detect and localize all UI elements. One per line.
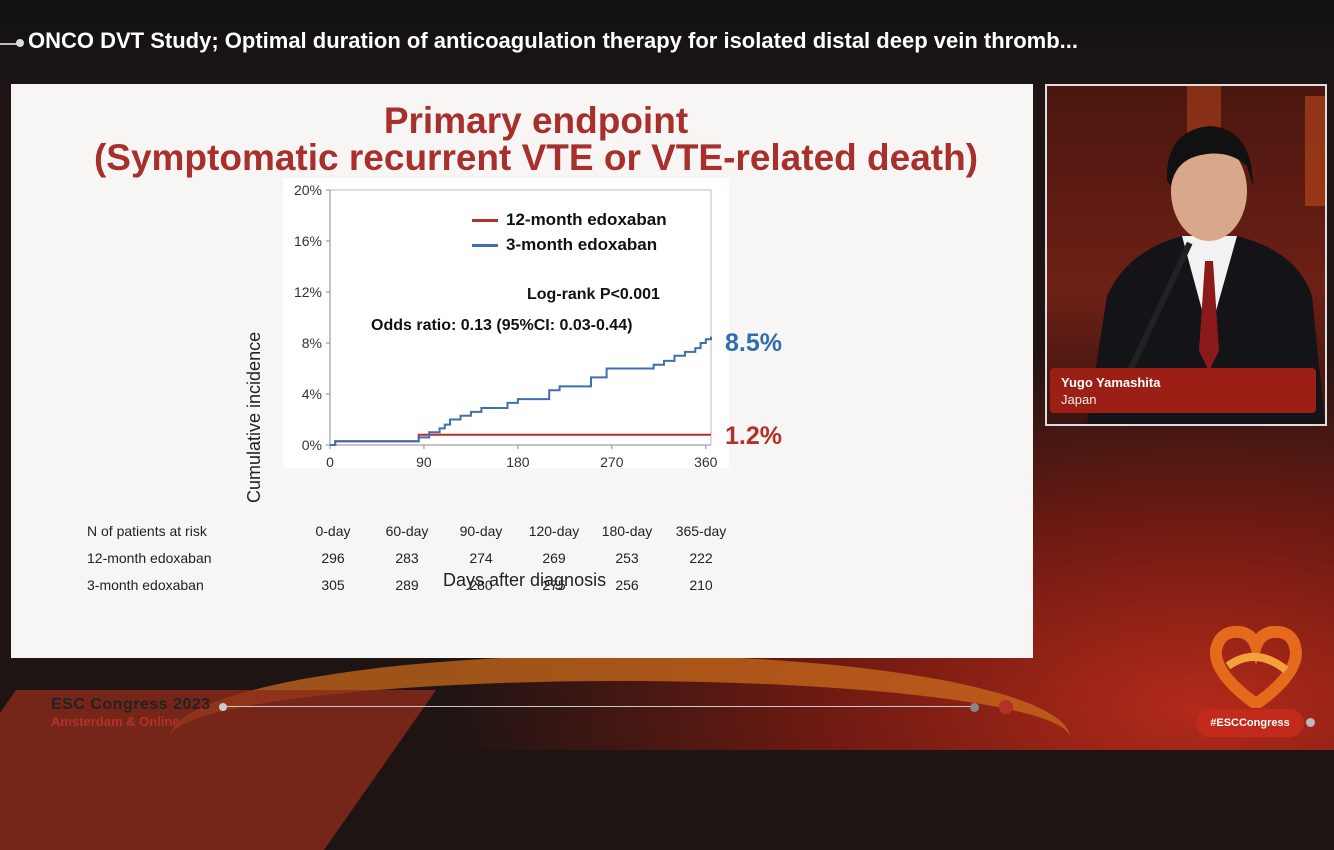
y-tick-label: 16% <box>293 233 322 249</box>
risk-row-label-3-month: 3-month edoxaban <box>87 577 204 593</box>
risk-timepoint-header: 120-day <box>528 523 580 539</box>
legend-label-3-month: 3-month edoxaban <box>506 235 658 254</box>
x-tick-label: 0 <box>326 454 334 470</box>
x-tick-label: 270 <box>600 454 624 470</box>
risk-table-header: N of patients at risk <box>87 523 207 539</box>
risk-table-cell: 275 <box>542 577 566 593</box>
progress-line <box>222 706 977 707</box>
y-tick-label: 12% <box>293 284 322 300</box>
km-chart <box>283 178 729 468</box>
title-bullet-dot <box>16 39 24 47</box>
risk-timepoint-header: 60-day <box>385 523 429 539</box>
y-tick-label: 0% <box>301 437 322 453</box>
chart-panel <box>283 178 729 468</box>
x-tick-label: 360 <box>694 454 718 470</box>
top-bar: ONCO DVT Study; Optimal duration of anti… <box>0 0 1334 84</box>
end-label-12-month: 1.2% <box>725 422 782 450</box>
risk-timepoint-header: 180-day <box>601 523 653 539</box>
slide-title-line2: (Symptomatic recurrent VTE or VTE-relate… <box>93 137 979 178</box>
risk-table-cell: 210 <box>689 577 713 593</box>
risk-table-cell: 305 <box>321 577 345 593</box>
risk-table-cell: 296 <box>321 550 345 566</box>
congress-name: ESC Congress 2023 <box>51 696 211 713</box>
x-tick-label: 180 <box>506 454 530 470</box>
presentation-slide: Primary endpoint (Symptomatic recurrent … <box>11 84 1033 729</box>
risk-table-cell: 289 <box>395 577 419 593</box>
hashtag-badge: #ESCCongress <box>1196 709 1304 737</box>
legend-swatch-12-month <box>472 219 498 222</box>
risk-timepoint-header: 0-day <box>315 523 351 539</box>
risk-row-label-12-month: 12-month edoxaban <box>87 550 212 566</box>
legend-label-12-month: 12-month edoxaban <box>506 210 667 229</box>
legend-swatch-3-month <box>472 244 498 247</box>
speaker-name-card <box>1050 368 1316 413</box>
progress-dot-end <box>999 700 1013 714</box>
odds-ratio-text: Odds ratio: 0.13 (95%CI: 0.03-0.44) <box>371 317 633 334</box>
risk-timepoint-header: 365-day <box>675 523 727 539</box>
session-title: ONCO DVT Study; Optimal duration of anti… <box>28 28 1078 53</box>
risk-table-cell: 222 <box>689 550 713 566</box>
y-tick-label: 4% <box>301 386 322 402</box>
risk-table-cell: 280 <box>469 577 493 593</box>
x-axis-label: Days after diagnosis <box>443 570 607 590</box>
y-axis-label: Cumulative incidence <box>244 331 264 503</box>
series-line-3-month <box>330 336 712 446</box>
congress-place: Amsterdam & Online <box>51 714 180 729</box>
speaker-country: Japan <box>1061 392 1097 407</box>
risk-table-cell: 274 <box>469 550 493 566</box>
speaker-name: Yugo Yamashita <box>1061 375 1161 390</box>
title-bullet-line <box>0 43 18 45</box>
esc-heart-logo <box>1209 626 1303 708</box>
x-tick-label: 90 <box>416 454 432 470</box>
hashtag-dot <box>1306 718 1315 727</box>
risk-timepoint-header: 90-day <box>459 523 503 539</box>
risk-table-cell: 253 <box>615 550 639 566</box>
progress-dot-start <box>219 703 227 711</box>
logrank-text: Log-rank P<0.001 <box>527 286 660 303</box>
risk-table-cell: 269 <box>542 550 566 566</box>
end-label-3-month: 8.5% <box>725 329 782 357</box>
risk-table-cell: 283 <box>395 550 419 566</box>
progress-dot-middle <box>970 703 979 712</box>
y-tick-label: 20% <box>293 182 322 198</box>
risk-table-cell: 256 <box>615 577 639 593</box>
y-tick-label: 8% <box>301 335 322 351</box>
slide-title-line1: Primary endpoint <box>383 100 689 141</box>
